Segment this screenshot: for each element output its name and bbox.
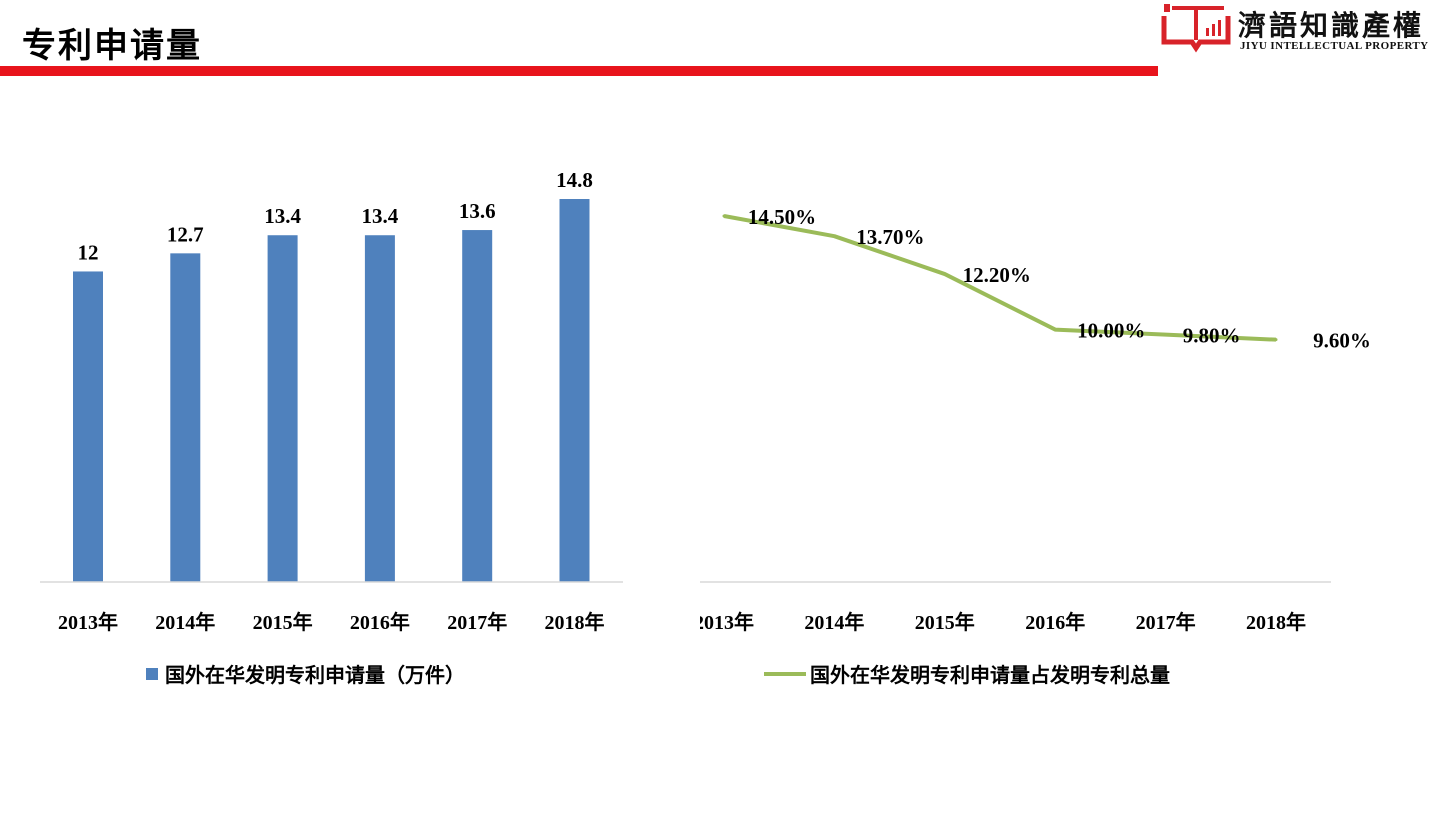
bar-3: [364, 235, 395, 582]
title-underline-bar: [0, 66, 1158, 76]
bar-1: [170, 253, 201, 582]
bar-0: [73, 271, 103, 582]
line-point-2: [943, 272, 947, 276]
line-value-label: 9.60%: [1313, 329, 1371, 353]
bar-x-tick-label: 2014年: [155, 610, 215, 634]
bar-5: [559, 199, 590, 582]
line-point-1: [832, 234, 836, 238]
bar-legend-label: 国外在华发明专利申请量（万件）: [165, 663, 465, 687]
line-point-5: [1274, 338, 1278, 342]
line-point-4: [1164, 333, 1168, 337]
line-legend-label: 国外在华发明专利申请量占发明专利总量: [810, 663, 1170, 687]
line-x-tick-label: 2018年: [1246, 610, 1306, 634]
bar-value-label: 13.4: [362, 204, 399, 228]
bar-x-tick-label: 2017年: [447, 610, 507, 634]
line-chart: 14.50% 13.70% 12.20% 10.00% 9.80% 9.60% 2013年…: [700, 205, 1371, 687]
bar-chart: 12 12.7 13.4 13.4 13.6 14.8 2013年 2014年 2015年 20…: [40, 168, 623, 687]
bar-2: [267, 235, 298, 582]
page-title: 专利申请量: [22, 26, 202, 66]
bar-x-tick-label: 2015年: [253, 610, 313, 634]
line-x-tick-label: 2015年: [915, 610, 975, 634]
bar-legend-swatch: [146, 668, 158, 680]
bar-x-tick-label: 2016年: [350, 610, 410, 634]
line-x-tick-label: 2013年: [700, 610, 754, 634]
bar-value-label: 13.4: [264, 204, 301, 228]
line-x-tick-label: 2014年: [804, 610, 864, 634]
logo-name-en: JIYU INTELLECTUAL PROPERTY: [1240, 40, 1429, 52]
line-x-tick-label: 2016年: [1025, 610, 1085, 634]
bar-value-label: 12.7: [167, 222, 204, 246]
bar-x-tick-label: 2018年: [545, 610, 605, 634]
line-value-label: 14.50%: [748, 205, 816, 229]
bar-x-tick-label: 2013年: [58, 610, 118, 634]
line-x-tick-label: 2017年: [1136, 610, 1196, 634]
bar-value-label: 14.8: [556, 168, 593, 192]
line-point-3: [1053, 328, 1057, 332]
line-value-label: 10.00%: [1077, 319, 1145, 343]
line-series-path: [723, 214, 1277, 342]
bar-4: [462, 230, 493, 582]
bar-value-label: 12: [78, 240, 99, 264]
book-logo-icon: [1161, 4, 1231, 53]
company-logo: 濟語知識產權 JIYU INTELLECTUAL PROPERTY: [1158, 0, 1450, 60]
line-value-label: 12.20%: [963, 263, 1031, 287]
line-value-label: 9.80%: [1183, 324, 1241, 348]
line-value-label: 13.70%: [856, 225, 924, 249]
bar-value-label: 13.6: [459, 199, 496, 223]
line-point-0: [722, 214, 726, 218]
logo-name-cn: 濟語知識產權: [1238, 9, 1425, 42]
